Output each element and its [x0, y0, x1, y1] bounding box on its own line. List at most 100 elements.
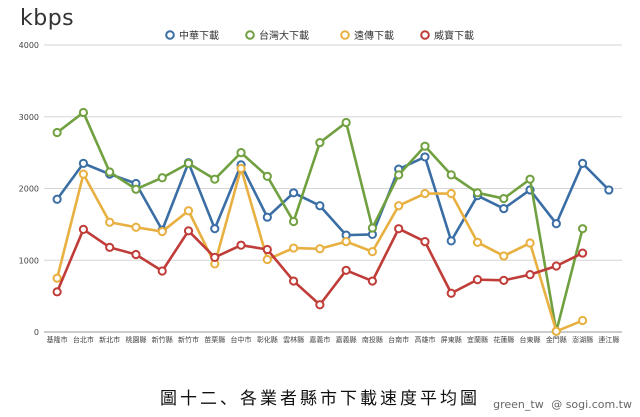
data-point [525, 174, 535, 184]
data-point [341, 236, 351, 247]
y-tick-label: 2000 [19, 185, 39, 194]
legend-label: 遠傳下載 [354, 29, 394, 42]
data-point [131, 184, 141, 194]
data-point [131, 249, 141, 260]
data-point [236, 240, 246, 250]
x-tick-label: 連江縣 [598, 335, 619, 344]
data-point [183, 158, 194, 168]
data-point [446, 236, 456, 246]
data-point [183, 206, 194, 216]
x-tick-label: 基隆市 [47, 335, 68, 344]
data-point [394, 224, 404, 234]
data-point [394, 170, 404, 180]
legend-marker [420, 30, 430, 40]
data-point [157, 173, 167, 183]
data-point [604, 185, 614, 195]
x-tick-label: 彰化縣 [257, 335, 278, 344]
watermark-author: green_tw [493, 398, 544, 411]
data-point [52, 194, 62, 204]
data-point [341, 265, 351, 275]
data-point [157, 226, 167, 237]
data-point [288, 276, 299, 286]
x-tick-label: 南投縣 [362, 335, 383, 344]
y-tick-label: 1000 [19, 256, 39, 265]
data-point [315, 137, 325, 148]
x-tick-label: 嘉義市 [309, 335, 330, 344]
data-point [78, 224, 89, 234]
data-point [262, 212, 272, 222]
data-point [577, 315, 588, 326]
data-point [472, 188, 483, 198]
data-point [183, 226, 194, 236]
y-tick-label: 0 [34, 328, 39, 337]
data-point [446, 170, 456, 180]
data-point [262, 254, 272, 265]
data-point [551, 326, 561, 336]
watermark: green_tw @ sogi.com.tw [489, 398, 632, 411]
data-point [525, 270, 535, 280]
line-chart: 0 1000 2000 3000 4000 基隆市 台北市 新北市 桃園縣 新竹縣 新竹市 苗栗縣 台中… [19, 29, 622, 344]
data-point [420, 188, 430, 199]
x-tick-label: 花蓮縣 [493, 335, 514, 344]
data-point [315, 244, 325, 254]
data-point [262, 244, 272, 255]
data-point [577, 158, 588, 168]
data-point [420, 236, 430, 247]
series-line [55, 227, 584, 307]
legend-marker [165, 30, 175, 40]
series-line [56, 155, 610, 243]
data-point [52, 273, 62, 283]
figure-caption: 圖十二、各業者縣市下載速度平均圖 [160, 389, 480, 409]
data-point [131, 222, 141, 232]
data-point [262, 171, 272, 181]
x-tick-label: 金門縣 [546, 335, 567, 344]
x-tick-label: 台中市 [231, 335, 252, 344]
x-tick-label: 新竹縣 [152, 335, 173, 344]
data-point [105, 167, 115, 177]
legend-label: 中華下載 [179, 29, 219, 42]
data-point [472, 275, 483, 285]
data-point [446, 288, 456, 298]
data-point [78, 169, 89, 179]
data-point [525, 238, 535, 248]
x-tick-label: 嘉義縣 [336, 335, 357, 344]
data-point [52, 127, 62, 138]
x-tick-label: 雲林縣 [283, 335, 304, 344]
data-point [210, 174, 220, 184]
y-tick-label: 4000 [19, 41, 39, 50]
data-point [210, 224, 220, 234]
data-point [288, 216, 299, 227]
data-point [551, 261, 561, 271]
data-point [52, 287, 62, 297]
data-point [551, 219, 561, 229]
legend-marker [245, 30, 255, 40]
data-point [236, 163, 246, 174]
x-tick-label: 新竹市 [178, 335, 199, 344]
data-point [394, 201, 404, 211]
x-tick-label: 台東縣 [520, 335, 541, 344]
data-point [420, 152, 430, 162]
data-point [420, 141, 430, 151]
x-tick-label: 澎湖縣 [572, 335, 593, 344]
data-point [367, 276, 378, 286]
data-point [315, 300, 325, 310]
watermark-site: @ sogi.com.tw [551, 398, 632, 411]
data-point [577, 248, 588, 258]
data-point [236, 148, 246, 158]
data-point [105, 242, 115, 252]
x-tick-label: 台南市 [388, 335, 409, 344]
data-point [78, 107, 89, 118]
data-point [341, 117, 351, 128]
y-unit-label: kbps [20, 6, 75, 31]
x-tick-label: 高雄市 [414, 335, 435, 344]
data-point [499, 193, 509, 204]
data-point [499, 275, 509, 285]
x-tick-label: 屏東縣 [441, 335, 462, 344]
legend-label: 威寶下載 [434, 29, 474, 42]
x-tick-label: 新北市 [99, 335, 120, 344]
data-point [367, 223, 378, 233]
data-point [577, 224, 588, 234]
data-point [499, 203, 509, 214]
x-tick-label: 苗栗縣 [204, 335, 225, 344]
